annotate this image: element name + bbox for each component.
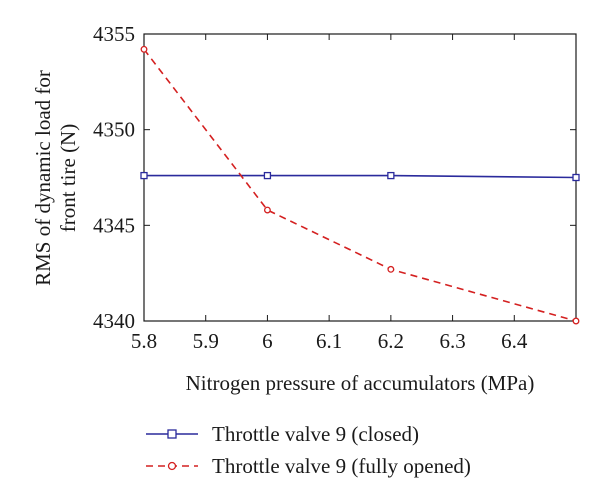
y-axis-title-line-1: RMS of dynamic load for — [31, 70, 55, 286]
data-point-circle — [387, 265, 395, 273]
x-tick-label: 5.9 — [193, 329, 219, 353]
x-tick-label: 6.3 — [439, 329, 465, 353]
legend-item-fully-opened: Throttle valve 9 (fully opened) — [146, 454, 471, 478]
series-line-2 — [143, 48, 577, 322]
y-tick-label: 4350 — [93, 118, 135, 142]
series-layer — [140, 45, 580, 325]
legend-item-closed: Throttle valve 9 (closed) — [146, 422, 419, 446]
legend: Throttle valve 9 (closed) Throttle valve… — [146, 422, 471, 478]
data-point-circle — [140, 45, 148, 53]
y-axis-title: RMS of dynamic load for front tire (N) — [31, 70, 80, 286]
x-axis-title: Nitrogen pressure of accumulators (MPa) — [186, 371, 535, 395]
data-point-square — [263, 171, 272, 180]
y-tick-label: 4345 — [93, 213, 135, 237]
data-point-square — [572, 173, 580, 182]
data-point-square — [387, 171, 395, 180]
series-line-1 — [144, 174, 577, 179]
x-axis: 5.8 5.9 6 6.1 6.2 6.3 6.4 — [131, 34, 528, 353]
x-tick-label: 6.1 — [316, 329, 342, 353]
legend-square-marker — [167, 429, 177, 439]
data-point-square — [140, 171, 148, 180]
x-tick-label: 6 — [262, 329, 273, 353]
legend-circle-marker — [167, 461, 177, 471]
legend-label-fully-opened: Throttle valve 9 (fully opened) — [212, 454, 471, 478]
y-axis-title-line-2: front tire (N) — [56, 124, 80, 232]
y-tick-label: 4355 — [93, 22, 135, 46]
x-tick-label: 6.4 — [501, 329, 528, 353]
y-tick-label: 4340 — [93, 309, 135, 333]
x-tick-label: 6.2 — [378, 329, 404, 353]
y-axis: 4340 4345 4350 4355 — [93, 22, 576, 333]
data-point-circle — [263, 206, 271, 214]
x-tick-label: 5.8 — [131, 329, 157, 353]
legend-label-closed: Throttle valve 9 (closed) — [212, 422, 419, 446]
data-point-circle — [572, 317, 580, 325]
